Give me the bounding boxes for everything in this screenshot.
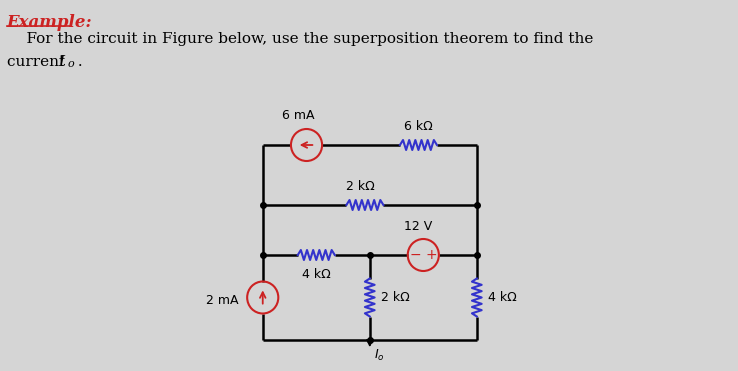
Text: For the circuit in Figure below, use the superposition theorem to find the: For the circuit in Figure below, use the… [7, 32, 593, 46]
Text: 2 kΩ: 2 kΩ [382, 291, 410, 304]
Text: $I_o$: $I_o$ [373, 348, 384, 363]
Text: 2 mA: 2 mA [206, 294, 238, 307]
Text: 6 kΩ: 6 kΩ [404, 120, 432, 133]
Text: Example:: Example: [7, 14, 92, 31]
Text: +: + [425, 248, 437, 262]
Text: I: I [58, 55, 64, 69]
Text: .: . [73, 55, 83, 69]
Text: 6 mA: 6 mA [283, 109, 315, 122]
Text: 4 kΩ: 4 kΩ [302, 268, 331, 281]
Text: current: current [7, 55, 70, 69]
Text: −: − [410, 248, 421, 262]
Text: 4 kΩ: 4 kΩ [489, 291, 517, 304]
Text: 2 kΩ: 2 kΩ [345, 180, 374, 193]
Text: 12 V: 12 V [404, 220, 432, 233]
Text: o: o [67, 59, 74, 69]
